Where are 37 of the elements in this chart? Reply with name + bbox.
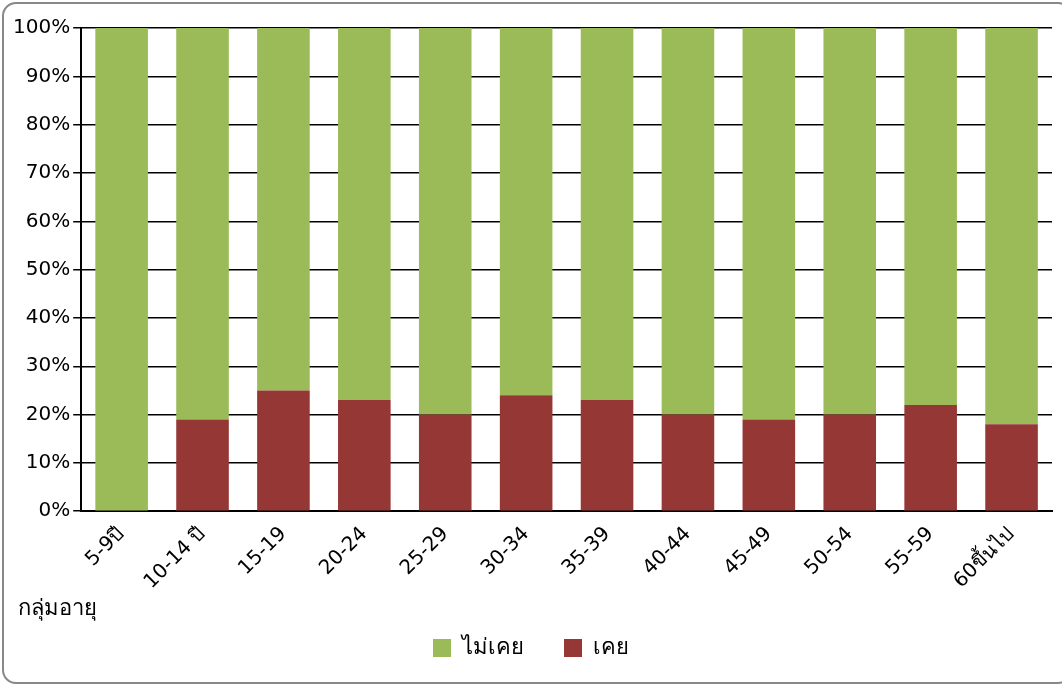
bar [742,28,796,420]
bar [338,28,391,401]
bar [985,424,1038,511]
bar [418,414,472,511]
bar [823,28,877,415]
bar [499,28,553,396]
bar [904,404,957,511]
bar [257,390,310,511]
bar [904,28,957,405]
x-axis-title: กลุ่มอายุ [18,594,97,621]
y-tick-label: 80% [25,110,71,135]
bar [580,28,634,401]
bar [499,395,553,511]
y-tick-label: 70% [25,159,71,184]
y-tick-label: 90% [25,62,71,87]
legend-label: เคย [593,633,629,659]
y-tick-label: 60% [25,207,71,232]
y-tick-label: 0% [38,497,71,522]
y-tick-label: 50% [25,255,71,280]
bar [742,419,796,511]
y-tick-label: 20% [25,400,71,425]
y-tick-label: 10% [25,449,71,474]
y-tick-label: 30% [25,352,71,377]
y-tick-label: 100% [12,14,71,39]
y-tick-label: 40% [25,304,71,329]
bar [257,28,310,391]
bar [661,28,715,415]
bar [661,414,715,511]
bar [580,400,634,511]
bar [418,28,472,415]
bar [823,414,877,511]
bar [176,419,229,511]
bar [985,28,1038,425]
legend-label: ไม่เคย [460,633,524,659]
bar [95,28,148,511]
bar [338,400,391,511]
bar [176,28,229,420]
